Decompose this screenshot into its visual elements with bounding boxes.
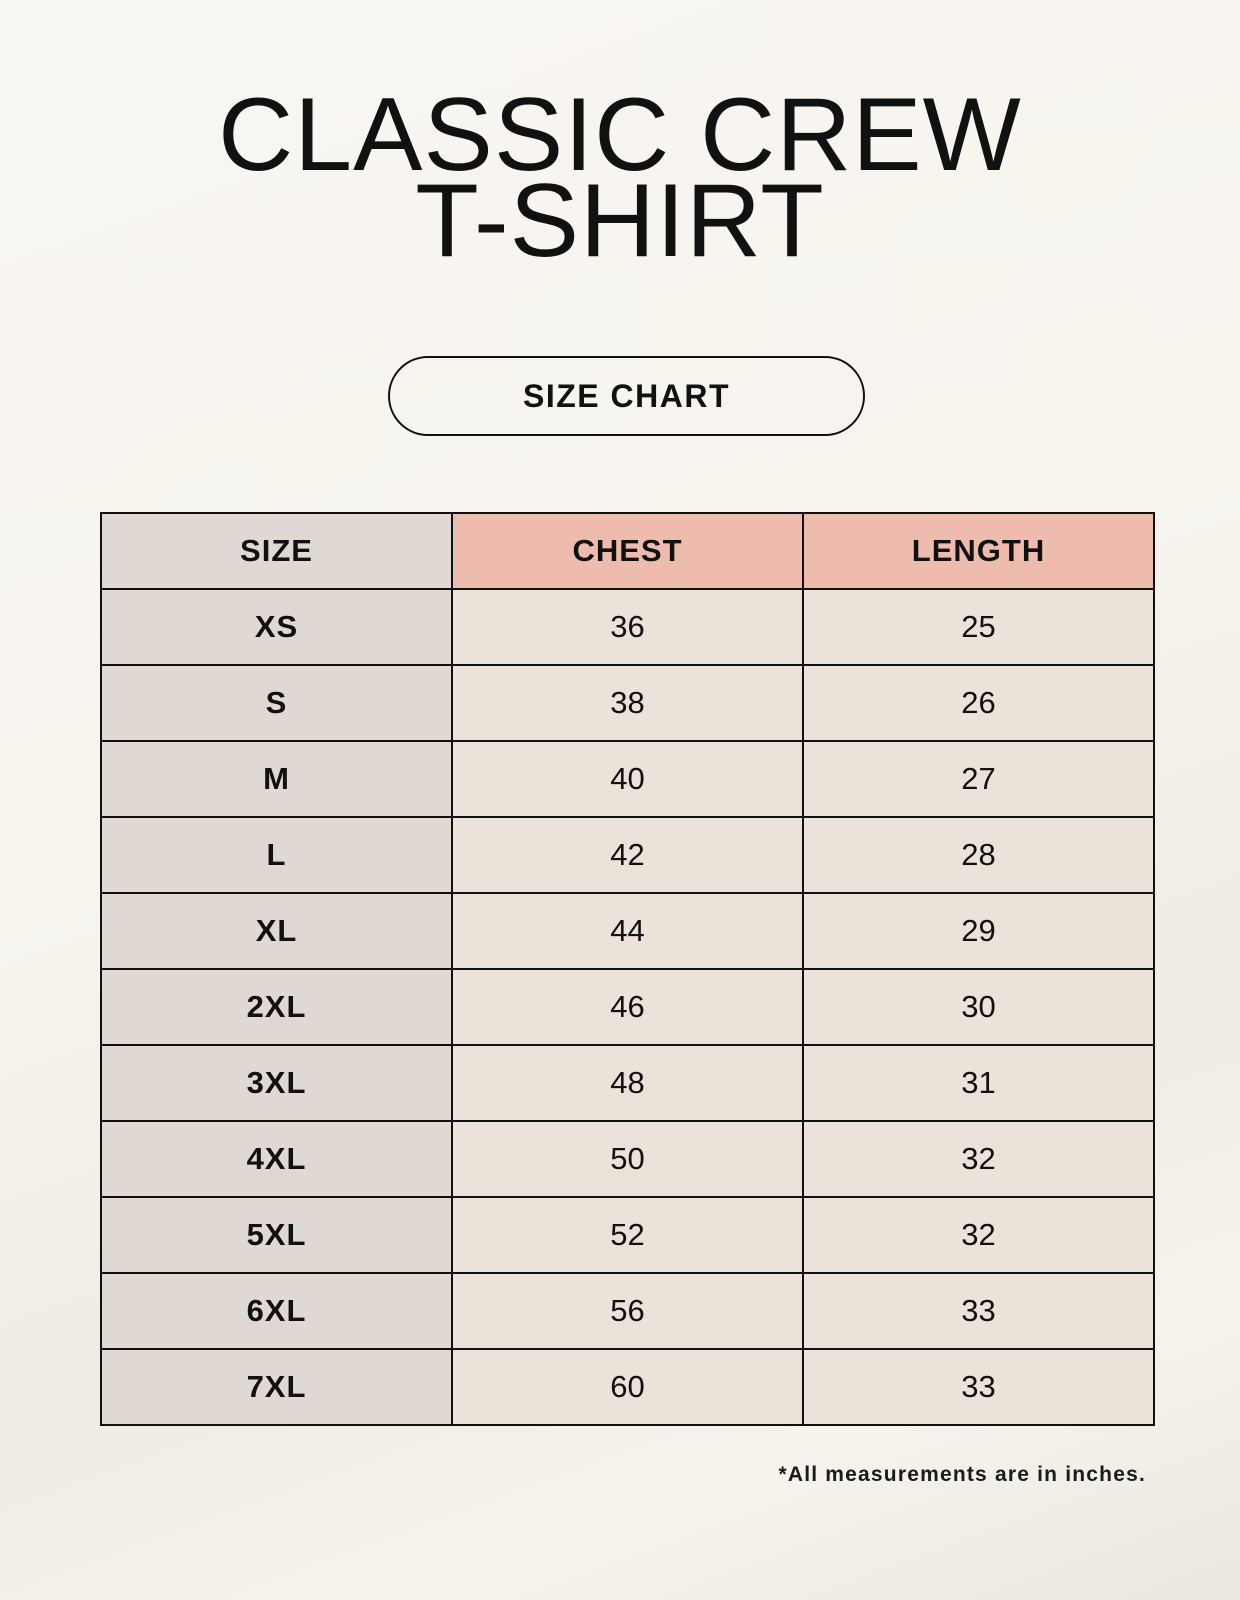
cell-size: L <box>100 816 453 894</box>
cell-chest: 44 <box>451 892 804 970</box>
cell-length: 30 <box>802 968 1155 1046</box>
table-row: 6XL 56 33 <box>100 1272 1155 1350</box>
header-size: SIZE <box>100 512 453 590</box>
cell-chest: 50 <box>451 1120 804 1198</box>
cell-size: 6XL <box>100 1272 453 1350</box>
cell-length: 29 <box>802 892 1155 970</box>
cell-length: 33 <box>802 1272 1155 1350</box>
cell-chest: 40 <box>451 740 804 818</box>
table-row: 3XL 48 31 <box>100 1044 1155 1122</box>
cell-length: 31 <box>802 1044 1155 1122</box>
cell-length: 28 <box>802 816 1155 894</box>
cell-length: 32 <box>802 1196 1155 1274</box>
cell-chest: 36 <box>451 588 804 666</box>
table-row: 7XL 60 33 <box>100 1348 1155 1426</box>
cell-size: XL <box>100 892 453 970</box>
header-chest: CHEST <box>451 512 804 590</box>
page-title: CLASSIC CREW T-SHIRT <box>0 77 1240 279</box>
cell-size: XS <box>100 588 453 666</box>
cell-length: 32 <box>802 1120 1155 1198</box>
table-row: XL 44 29 <box>100 892 1155 970</box>
footnote: *All measurements are in inches. <box>778 1463 1146 1486</box>
cell-size: 3XL <box>100 1044 453 1122</box>
cell-length: 25 <box>802 588 1155 666</box>
cell-chest: 42 <box>451 816 804 894</box>
table-row: 2XL 46 30 <box>100 968 1155 1046</box>
cell-length: 33 <box>802 1348 1155 1426</box>
cell-chest: 52 <box>451 1196 804 1274</box>
table-row: 4XL 50 32 <box>100 1120 1155 1198</box>
table-header-row: SIZE CHEST LENGTH <box>100 512 1155 590</box>
size-table: SIZE CHEST LENGTH XS 36 25 S 38 26 M 40 27 L 42 28 X… <box>100 512 1155 1426</box>
size-chart-badge: SIZE CHART <box>388 356 865 436</box>
cell-size: S <box>100 664 453 742</box>
cell-size: 4XL <box>100 1120 453 1198</box>
table-row: XS 36 25 <box>100 588 1155 666</box>
header-length: LENGTH <box>802 512 1155 590</box>
cell-chest: 60 <box>451 1348 804 1426</box>
cell-size: 7XL <box>100 1348 453 1426</box>
table-row: 5XL 52 32 <box>100 1196 1155 1274</box>
cell-length: 26 <box>802 664 1155 742</box>
cell-chest: 56 <box>451 1272 804 1350</box>
cell-size: 2XL <box>100 968 453 1046</box>
table-row: S 38 26 <box>100 664 1155 742</box>
table-row: M 40 27 <box>100 740 1155 818</box>
cell-size: 5XL <box>100 1196 453 1274</box>
table-row: L 42 28 <box>100 816 1155 894</box>
cell-chest: 38 <box>451 664 804 742</box>
title-line-2: T-SHIRT <box>415 163 825 279</box>
cell-length: 27 <box>802 740 1155 818</box>
title-line-1: CLASSIC CREW <box>218 77 1022 193</box>
cell-chest: 46 <box>451 968 804 1046</box>
cell-chest: 48 <box>451 1044 804 1122</box>
cell-size: M <box>100 740 453 818</box>
